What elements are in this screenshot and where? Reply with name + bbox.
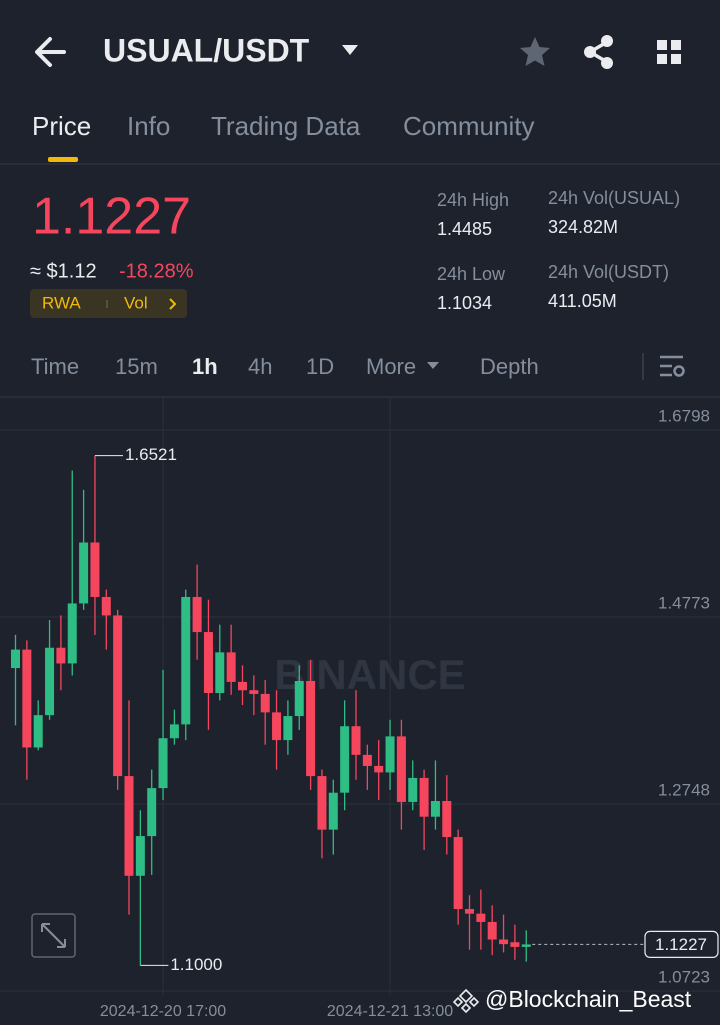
y-tick-label: 1.6798 — [658, 407, 710, 426]
tag[interactable]: Vol — [124, 293, 148, 312]
watermark: @Blockchain_Beast — [485, 986, 692, 1012]
candle-body — [203, 632, 213, 693]
tab[interactable]: Community — [403, 111, 534, 141]
candle-body — [101, 596, 111, 616]
tag-box[interactable] — [30, 289, 187, 318]
interval[interactable]: 4h — [248, 354, 272, 379]
tag[interactable]: RWA — [42, 293, 81, 312]
candle-body — [113, 615, 123, 777]
candle-body — [306, 680, 316, 777]
stat-label: 24h Low — [437, 264, 506, 284]
candle-body — [33, 715, 43, 748]
last-price-box — [644, 930, 719, 959]
candle-body — [22, 649, 32, 748]
candle-body — [351, 726, 361, 755]
price-change: -18.28% — [119, 260, 194, 282]
last-price-label: 1.1227 — [655, 935, 707, 954]
candle-body — [374, 765, 384, 773]
y-tick-label: 1.0723 — [658, 967, 710, 986]
y-tick-label: 1.4773 — [658, 593, 710, 612]
stat-label: 24h High — [437, 190, 509, 210]
candle-body — [396, 736, 406, 802]
candle-body — [487, 921, 497, 940]
min-label: 1.1000 — [170, 955, 222, 974]
candle-body — [192, 596, 202, 633]
candle-body — [147, 788, 157, 837]
candle-body — [135, 836, 145, 876]
x-tick-label: 2024-12-21 13:00 — [327, 1003, 453, 1020]
stat-value: 411.05M — [548, 291, 617, 311]
chart-settings-icon[interactable] — [660, 355, 685, 377]
candle-body — [453, 837, 463, 910]
last-price: 1.1227 — [32, 188, 191, 246]
stat-label: 24h Vol(USUAL) — [548, 188, 680, 208]
candle-body — [56, 647, 66, 664]
favorite-icon[interactable] — [520, 37, 550, 66]
candle-body — [249, 690, 259, 694]
candle-body — [499, 939, 509, 945]
candle-body — [510, 942, 520, 947]
candle-body — [442, 801, 452, 838]
candle-body — [215, 652, 225, 693]
candle-body — [419, 777, 429, 817]
back-button[interactable] — [35, 37, 66, 67]
expand-button[interactable] — [31, 913, 76, 958]
candle-body — [181, 596, 191, 725]
pair-title[interactable]: USUAL/USDT — [103, 32, 310, 68]
candle-body — [476, 913, 486, 922]
tab[interactable]: Trading Data — [211, 111, 361, 141]
candle-body — [124, 776, 134, 876]
max-label: 1.6521 — [125, 445, 177, 464]
candle-body — [521, 944, 531, 947]
interval[interactable]: Depth — [480, 354, 539, 379]
y-tick-label: 1.2748 — [658, 780, 710, 799]
tag-arrow — [169, 298, 177, 310]
stat-label: 24h Vol(USDT) — [548, 262, 669, 282]
candle-body — [317, 776, 327, 830]
tab-indicator — [48, 157, 78, 162]
candlestick-chart: BINANCE1.67981.47731.27481.07232024-12-2… — [0, 398, 720, 1020]
usd-price: ≈ $1.12 — [30, 260, 97, 282]
candle-body — [226, 652, 236, 682]
stat-value: 324.82M — [548, 217, 618, 237]
tab[interactable]: Price — [32, 111, 91, 141]
candle-body — [465, 909, 474, 914]
candle-body — [385, 736, 395, 773]
share-icon[interactable] — [584, 35, 613, 69]
pair-dropdown[interactable] — [342, 45, 358, 55]
candle-body — [158, 738, 168, 789]
candle-body — [260, 693, 270, 713]
candle-body — [294, 680, 304, 717]
candle-body — [328, 792, 338, 830]
interval[interactable]: 1D — [306, 354, 334, 379]
stat-value: 1.1034 — [437, 293, 492, 313]
candle-body — [11, 649, 20, 669]
x-tick-label: 2024-12-20 17:00 — [100, 1003, 226, 1020]
candle-body — [45, 647, 55, 716]
candle-body — [430, 801, 440, 817]
candle-body — [90, 542, 100, 597]
watermark-icon — [452, 988, 480, 1014]
candle-body — [169, 724, 179, 739]
candle-body — [79, 542, 89, 604]
interval[interactable]: Time — [31, 354, 79, 379]
interval[interactable]: 15m — [115, 354, 158, 379]
interval[interactable]: More — [366, 354, 416, 379]
candle-body — [283, 716, 293, 741]
tab[interactable]: Info — [127, 111, 170, 141]
candle-body — [340, 726, 350, 793]
candle-body — [67, 603, 77, 664]
candle-body — [362, 754, 372, 766]
interval[interactable]: 1h — [192, 354, 218, 379]
stat-value: 1.4485 — [437, 219, 492, 239]
candle-body — [238, 681, 247, 691]
grid-icon[interactable] — [657, 40, 681, 64]
candle-body — [272, 712, 282, 741]
candle-body — [408, 777, 418, 802]
more-dropdown[interactable] — [427, 362, 439, 369]
